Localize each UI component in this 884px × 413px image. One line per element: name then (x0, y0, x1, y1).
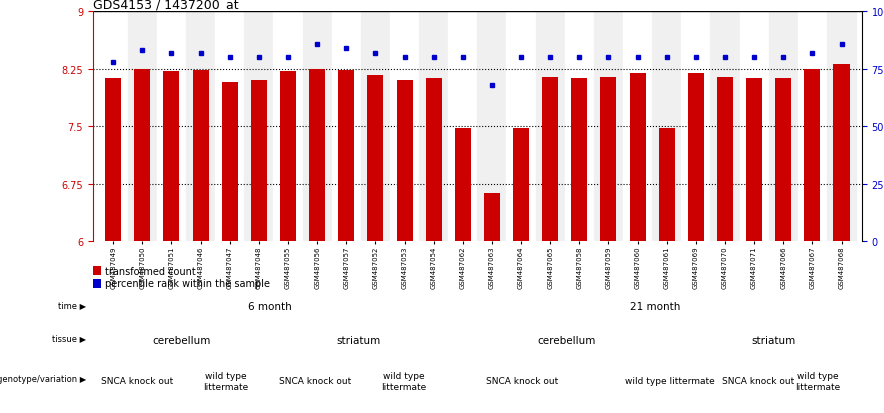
Bar (513, 128, 529, 242)
Bar (746, 79, 762, 242)
Text: wild type
littermate: wild type littermate (795, 371, 840, 391)
Bar (769, 12, 797, 242)
Bar (134, 70, 150, 242)
Text: striatum: striatum (751, 335, 796, 345)
Bar (339, 71, 354, 242)
Bar (775, 79, 791, 242)
Bar (652, 12, 682, 242)
Bar (600, 78, 616, 242)
Text: SNCA knock out: SNCA knock out (722, 377, 795, 385)
Bar (834, 64, 850, 242)
Bar (93, 279, 101, 288)
Bar (186, 12, 215, 242)
Bar (215, 12, 244, 242)
Bar (332, 12, 361, 242)
Bar (594, 12, 623, 242)
Bar (251, 81, 267, 242)
Bar (390, 12, 419, 242)
Text: striatum: striatum (337, 335, 381, 345)
Text: genotype/variation ▶: genotype/variation ▶ (0, 374, 87, 383)
Bar (688, 74, 704, 242)
Text: percentile rank within the sample: percentile rank within the sample (105, 279, 271, 289)
Bar (273, 12, 302, 242)
Bar (477, 12, 507, 242)
Bar (571, 79, 587, 242)
Bar (448, 12, 477, 242)
Bar (565, 12, 594, 242)
Bar (623, 12, 652, 242)
Text: SNCA knock out: SNCA knock out (278, 377, 351, 385)
Bar (542, 78, 558, 242)
Bar (361, 12, 390, 242)
Bar (717, 78, 733, 242)
Bar (280, 72, 296, 242)
Bar (128, 12, 157, 242)
Bar (244, 12, 273, 242)
Text: 6 month: 6 month (248, 301, 293, 312)
Bar (827, 12, 856, 242)
Text: wild type
littermate: wild type littermate (381, 371, 426, 391)
Text: time ▶: time ▶ (58, 301, 87, 310)
Bar (740, 12, 769, 242)
Bar (397, 81, 413, 242)
Bar (659, 128, 674, 242)
Text: cerebellum: cerebellum (537, 335, 595, 345)
Text: cerebellum: cerebellum (152, 335, 210, 345)
Bar (426, 79, 442, 242)
Text: SNCA knock out: SNCA knock out (485, 377, 558, 385)
Bar (222, 83, 238, 242)
Bar (682, 12, 711, 242)
Bar (164, 72, 179, 242)
Text: transformed count: transformed count (105, 266, 196, 276)
Bar (797, 12, 827, 242)
Bar (105, 79, 121, 242)
Text: wild type littermate: wild type littermate (625, 377, 714, 385)
Bar (157, 12, 186, 242)
Bar (454, 128, 471, 242)
Bar (368, 76, 384, 242)
Bar (93, 267, 101, 275)
Bar (711, 12, 740, 242)
Bar (536, 12, 565, 242)
Bar (302, 12, 332, 242)
Bar (419, 12, 448, 242)
Bar (507, 12, 536, 242)
Bar (629, 74, 645, 242)
Bar (193, 71, 209, 242)
Text: GDS4153 / 1437200_at: GDS4153 / 1437200_at (93, 0, 239, 11)
Text: 21 month: 21 month (629, 301, 680, 312)
Text: wild type
littermate: wild type littermate (203, 371, 248, 391)
Bar (484, 193, 500, 242)
Bar (804, 70, 820, 242)
Bar (309, 70, 325, 242)
Text: SNCA knock out: SNCA knock out (101, 377, 173, 385)
Text: tissue ▶: tissue ▶ (52, 333, 87, 342)
Bar (99, 12, 128, 242)
